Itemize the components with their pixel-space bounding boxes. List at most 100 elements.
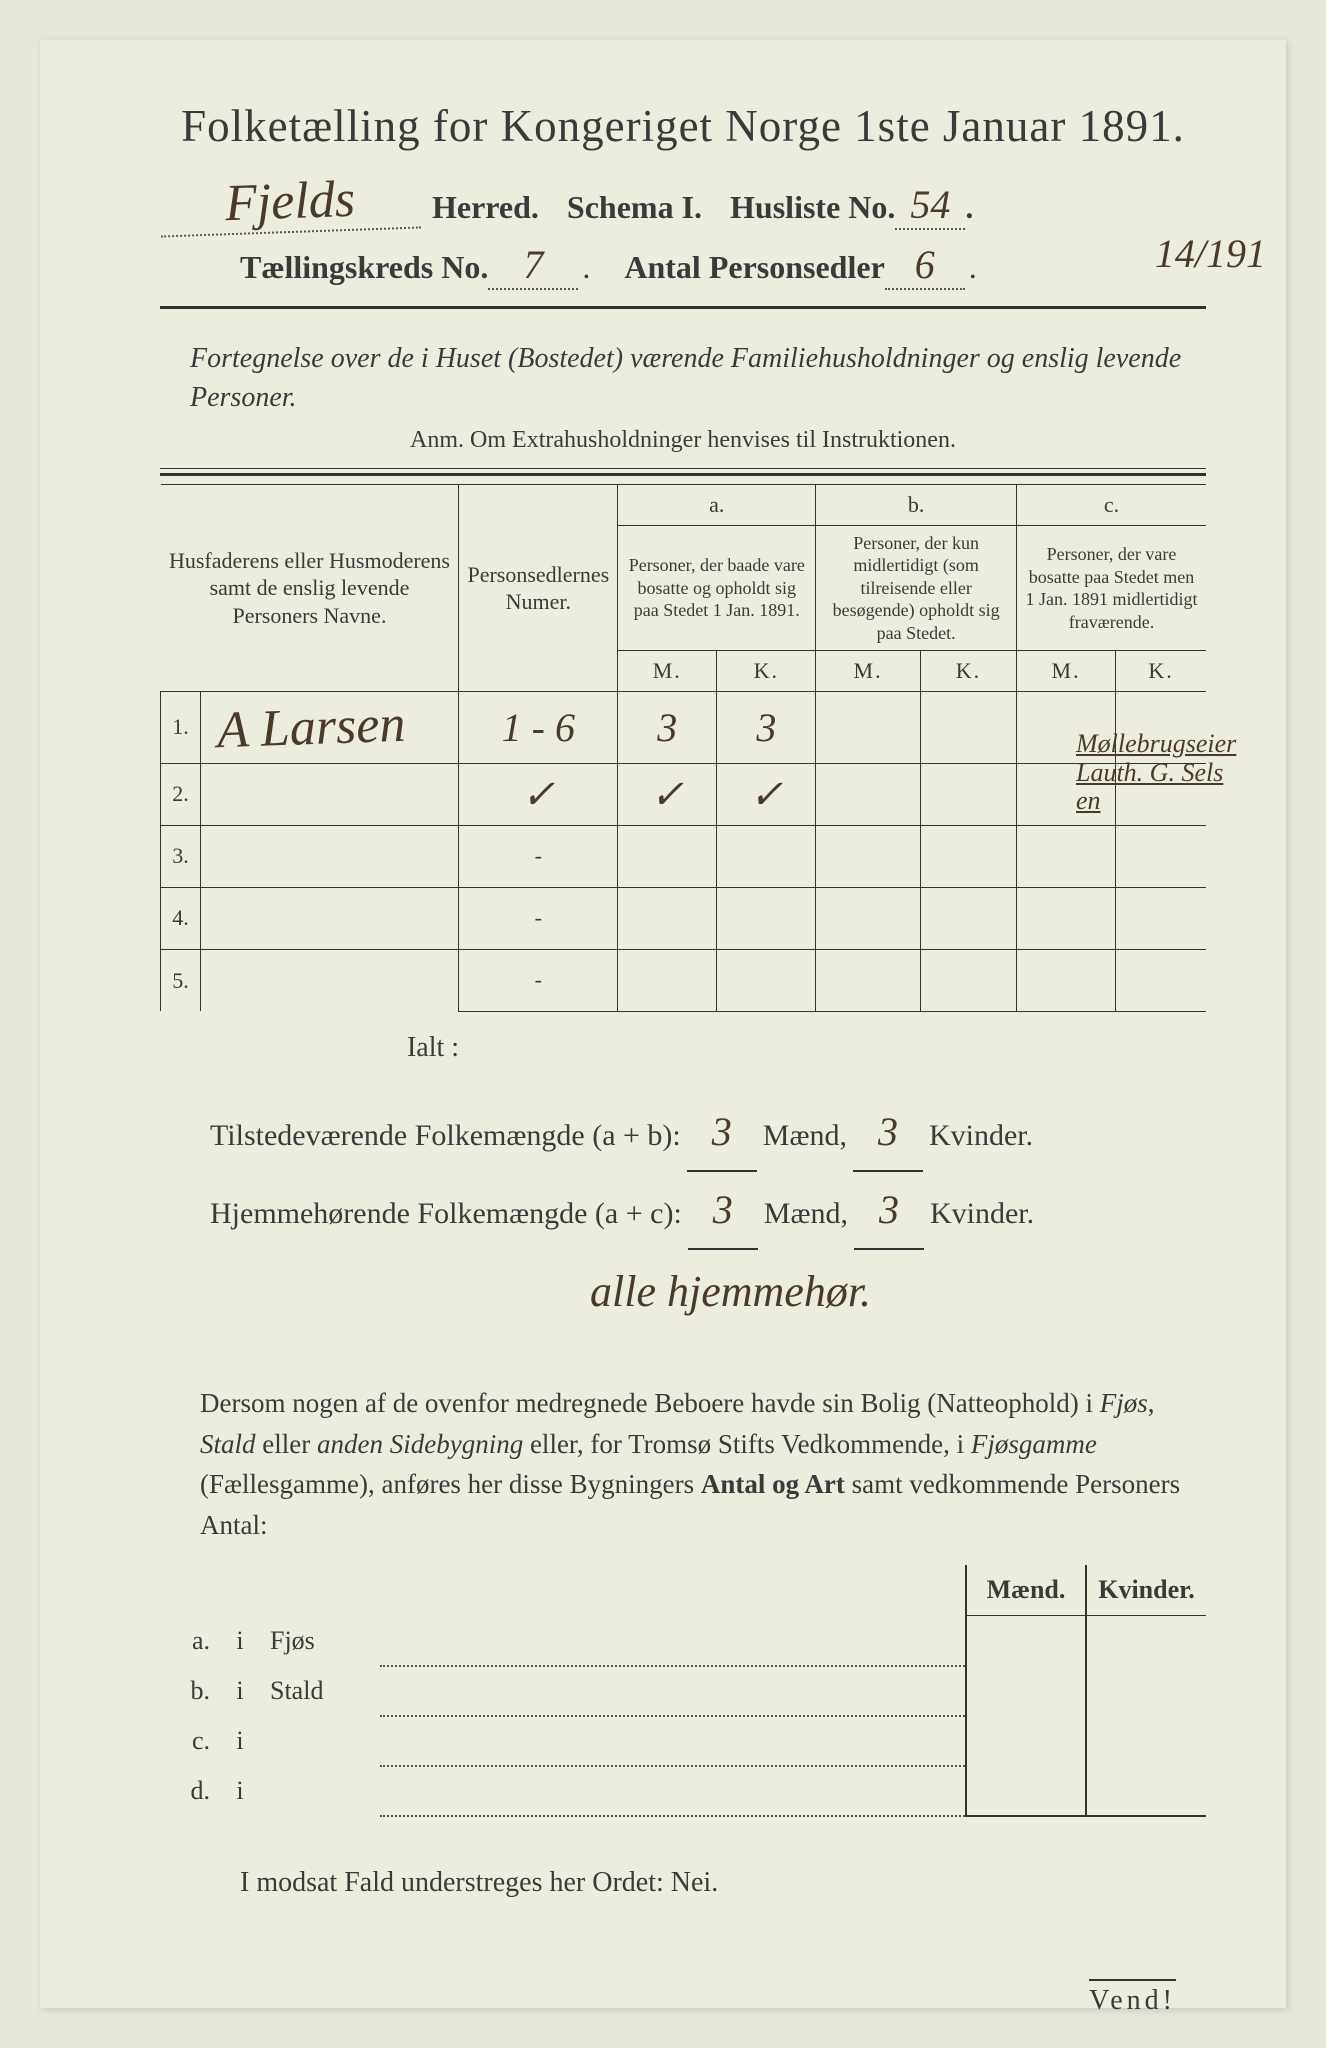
totals-block: Tilstedeværende Folkemængde (a + b): 3 M…: [210, 1094, 1206, 1334]
antal-label: Antal Personsedler: [624, 249, 884, 286]
side-name: [260, 1716, 380, 1766]
husliste-handwritten: 54: [895, 181, 965, 230]
divider-thin: [160, 468, 1206, 469]
cursive-note: alle hjemmehør.: [590, 1250, 1206, 1334]
cell-bk: [920, 949, 1016, 1011]
row-name: [201, 825, 459, 887]
totals-m-1: 3: [687, 1094, 757, 1172]
cell-ak: ✓: [717, 763, 816, 825]
header-line-2: Tællingskreds No. 7 . Antal Personsedler…: [240, 241, 1206, 290]
side-i: i: [220, 1666, 260, 1716]
table-row: 2. ✓ ✓ ✓: [161, 763, 1207, 825]
side-k-cell: [1086, 1666, 1206, 1716]
side-name: Fjøs: [260, 1616, 380, 1666]
col-a-top: a.: [618, 485, 816, 526]
side-dots: [380, 1716, 966, 1766]
cell-numer: -: [459, 949, 618, 1011]
side-m-cell: [966, 1666, 1086, 1716]
side-k-cell: [1086, 1616, 1206, 1666]
cell-ck: [1116, 825, 1206, 887]
cell-ak: [717, 949, 816, 1011]
totals-m-2: 3: [688, 1172, 758, 1250]
side-i: i: [220, 1766, 260, 1816]
side-row: c. i: [160, 1716, 1206, 1766]
side-dots: [380, 1766, 966, 1816]
totals-label-1: Tilstedeværende Folkemængde (a + b):: [210, 1107, 681, 1164]
side-row: d. i: [160, 1766, 1206, 1816]
cell-bm: [816, 887, 920, 949]
row-name: [201, 949, 459, 1011]
cell-am: [618, 887, 717, 949]
totals-label-2: Hjemmehørende Folkemængde (a + c):: [210, 1185, 682, 1242]
cell-bk: [920, 691, 1016, 763]
col-c-header: Personer, der vare bosatte paa Stedet me…: [1016, 525, 1206, 651]
kreds-handwritten: 7: [488, 241, 578, 290]
totals-row-2: Hjemmehørende Folkemængde (a + c): 3 Mæn…: [210, 1172, 1206, 1250]
cell-cm: [1016, 949, 1115, 1011]
side-m-cell: [966, 1616, 1086, 1666]
cell-cm: [1016, 887, 1115, 949]
cell-ak: [717, 825, 816, 887]
side-note: Møllebrugseier Lauth. G. Sels en: [1076, 730, 1226, 816]
row-number: 1.: [161, 691, 201, 763]
cell-bm: [816, 949, 920, 1011]
side-row: b. i Stald: [160, 1666, 1206, 1716]
cell-bm: [816, 763, 920, 825]
kvinder-label: Kvinder.: [930, 1185, 1034, 1242]
main-table: Husfaderens eller Husmoderens samt de en…: [160, 484, 1206, 1012]
table-row: 1. A Larsen 1 - 6 3 3: [161, 691, 1207, 763]
paragraph: Dersom nogen af de ovenfor medregnede Be…: [200, 1383, 1196, 1545]
side-label: a.: [160, 1616, 220, 1666]
side-m-cell: [966, 1716, 1086, 1766]
cell-cm: [1016, 825, 1115, 887]
side-name: [260, 1766, 380, 1816]
side-table: Mænd. Kvinder. a. i Fjøs b. i Stald c. i: [160, 1565, 1206, 1817]
cell-am: [618, 949, 717, 1011]
header-line-1: Fjelds Herred. Schema I. Husliste No. 54…: [160, 172, 1206, 233]
table-body: 1. A Larsen 1 - 6 3 3 2. ✓ ✓ ✓: [161, 691, 1207, 1011]
cell-numer: ✓: [459, 763, 618, 825]
ialt-label: Ialt :: [160, 1032, 706, 1064]
cell-ck: [1116, 887, 1206, 949]
cell-bm: [816, 825, 920, 887]
divider: [160, 306, 1206, 309]
cell-ak: 3: [717, 691, 816, 763]
cell-bk: [920, 887, 1016, 949]
margin-note: 14/191: [1155, 230, 1266, 277]
row-name: [201, 887, 459, 949]
side-dots: [380, 1666, 966, 1716]
cell-numer: 1 - 6: [459, 691, 618, 763]
kvinder-label: Kvinder.: [929, 1107, 1033, 1164]
antal-handwritten: 6: [885, 241, 965, 290]
cell-numer: -: [459, 887, 618, 949]
side-row: a. i Fjøs: [160, 1616, 1206, 1666]
maend-label: Mænd,: [763, 1107, 847, 1164]
side-maend-header: Mænd.: [966, 1565, 1086, 1616]
cell-am: ✓: [618, 763, 717, 825]
side-label: b.: [160, 1666, 220, 1716]
side-i: i: [220, 1716, 260, 1766]
husliste-label: Husliste No.: [730, 189, 895, 226]
table-row: 3. -: [161, 825, 1207, 887]
side-k-cell: [1086, 1716, 1206, 1766]
col-c-k: K.: [1116, 651, 1206, 692]
col-names-header: Husfaderens eller Husmoderens samt de en…: [161, 485, 459, 692]
side-label: c.: [160, 1716, 220, 1766]
col-b-top: b.: [816, 485, 1017, 526]
row-name: [201, 763, 459, 825]
side-dots: [380, 1616, 966, 1666]
col-b-k: K.: [920, 651, 1016, 692]
row-number: 3.: [161, 825, 201, 887]
cell-bm: [816, 691, 920, 763]
anm-text: Anm. Om Extrahusholdninger henvises til …: [160, 427, 1206, 454]
herred-handwritten: Fjelds: [159, 167, 421, 237]
totals-row-1: Tilstedeværende Folkemængde (a + b): 3 M…: [210, 1094, 1206, 1172]
bottom-text: I modsat Fald understreges her Ordet: Ne…: [240, 1867, 1206, 1899]
intro-text: Fortegnelse over de i Huset (Bostedet) v…: [190, 339, 1206, 417]
side-name: Stald: [260, 1666, 380, 1716]
schema-label: Schema I.: [567, 189, 702, 226]
row-number: 5.: [161, 949, 201, 1011]
col-c-m: M.: [1016, 651, 1115, 692]
row-name: A Larsen: [201, 691, 459, 763]
table-row: 4. -: [161, 887, 1207, 949]
